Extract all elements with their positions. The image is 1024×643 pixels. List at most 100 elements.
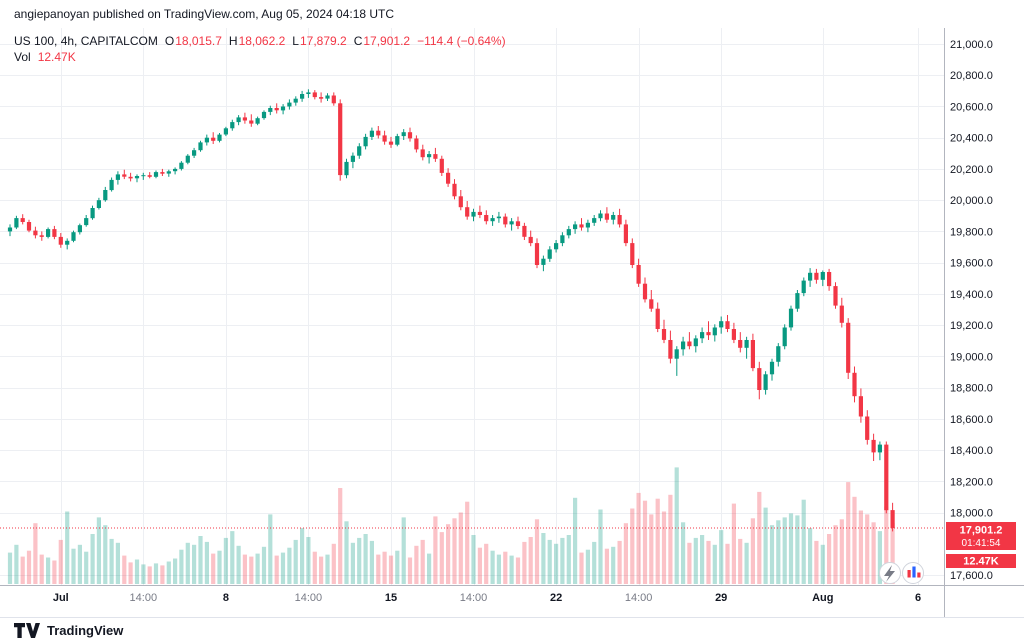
candle-body [579,224,584,228]
candle-body [814,272,819,280]
candle-body [522,225,527,237]
candle-body [477,211,482,215]
candle-body [300,94,305,99]
candle-body [153,172,159,177]
volume-bar [744,542,749,584]
candle-body [890,510,895,528]
candle-body [776,346,781,362]
candle-body [852,372,857,397]
volume-bar [852,496,857,584]
volume-bar [312,551,317,584]
volume-bar [547,539,552,584]
candle-body [808,272,813,281]
candle-body [141,175,146,177]
price-axis[interactable]: 21,000.0 20,800.0 20,600.0 20,400.0 20,200.0… [950,39,993,582]
volume-bar [242,554,247,584]
candle-body [230,122,235,129]
candle-body [363,136,368,147]
ohlc-low: L17,879.2 [292,34,347,48]
volume-bar [579,552,584,584]
candle-body [173,168,178,172]
candle-body [433,154,438,159]
chart-container[interactable]: 21,000.0 20,800.0 20,600.0 20,400.0 20,200.0… [0,28,1024,617]
volume-bar [230,531,235,584]
candle-body [128,176,133,179]
candle-body [871,439,876,453]
candle-body [649,299,654,309]
volume-bar [249,556,254,584]
volume-bar [14,544,19,584]
volume-bar [617,540,622,584]
candle-body [274,108,279,111]
chart-svg[interactable]: 21,000.0 20,800.0 20,600.0 20,400.0 20,200.0… [0,28,1024,617]
volume-bar [26,550,32,584]
volume-bar [674,467,679,584]
candle-body [681,341,686,350]
volume-bar [496,554,501,584]
candle-body [744,340,749,348]
volume-bar [884,506,889,584]
chart-legend[interactable]: US 100, 4h, CAPITALCOM O18,015.7 H18,062… [14,33,506,65]
volume-bar [725,543,730,584]
volume-bar [515,557,521,584]
volume-bar [439,532,444,584]
candle-body [185,155,190,163]
volume-bar [731,503,736,584]
candle-body [192,150,197,156]
volume-bar [820,544,825,584]
volume-bar [782,517,787,584]
volume-bar [655,498,660,584]
candle-body [306,92,311,94]
price-axis-label: 19,000.0 [950,351,993,363]
volume-bar [141,564,146,584]
volume-series [7,467,895,584]
candle-body [661,329,667,340]
price-axis-label: 18,600.0 [950,414,993,426]
volume-bar [427,553,432,584]
candle-body [261,111,267,119]
time-axis[interactable]: Jul 14:00 8 14:00 15 14:00 22 14:00 29 Aug 6 [53,592,921,604]
candle-body [833,286,838,306]
vol-indicator-label[interactable]: Vol [14,50,31,64]
volume-bar [477,547,482,584]
volume-bar [287,547,292,584]
candle-body [630,243,635,265]
vol-indicator-value: 12.47K [37,50,76,64]
volume-bar [598,509,603,584]
volume-bar [687,542,692,584]
volume-bar [814,540,819,584]
volume-bar [604,548,609,584]
volume-bar [115,542,120,584]
candle-body [280,106,286,111]
time-axis-label: 8 [223,592,229,604]
volume-bar [46,557,51,584]
volume-bar [503,551,508,584]
candle-body [719,321,724,328]
symbol-title[interactable]: US 100, 4h, CAPITALCOM [14,34,158,48]
tradingview-brand-link[interactable]: TradingView [14,623,123,638]
candle-body [820,272,825,280]
candle-body [877,444,882,453]
candle-body [147,175,152,177]
volume-bar [890,522,895,584]
volume-bar [681,522,686,584]
ohlc-open: O18,015.7 [164,34,222,48]
volume-bar [147,566,152,584]
volume-bar [192,544,197,584]
volume-bar [795,515,800,584]
volume-bar [414,545,419,584]
volume-bar [757,491,762,584]
bar-close-countdown: 01:41:54 [962,538,1001,549]
candle-body [509,221,514,225]
volume-bar [280,552,286,584]
volume-bar [522,541,527,584]
mini-bars-icon [907,566,921,578]
candle-body [20,218,25,222]
chart-stats-button[interactable] [902,562,924,584]
flash-button[interactable] [879,562,901,584]
volume-bar [71,548,76,584]
volume-bar [77,544,82,584]
volume-bar [585,549,590,584]
candle-body [198,142,203,151]
candle-body [65,240,70,245]
